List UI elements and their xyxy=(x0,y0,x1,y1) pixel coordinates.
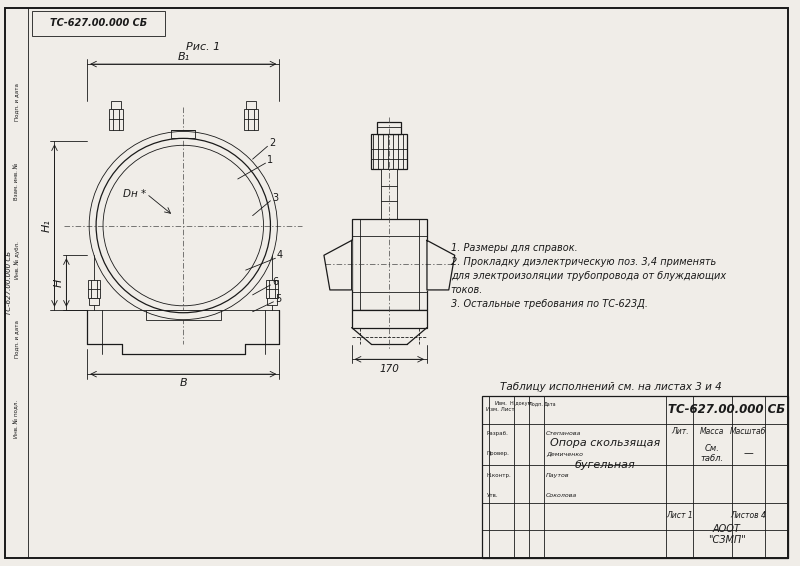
Text: Опора скользящая: Опора скользящая xyxy=(550,439,660,448)
Text: —: — xyxy=(743,448,753,458)
Text: 170: 170 xyxy=(379,364,399,374)
Text: Лист 1: Лист 1 xyxy=(666,511,693,520)
Text: Паутов: Паутов xyxy=(546,473,570,478)
Bar xyxy=(32,11,166,36)
Text: Таблицу исполнений см. на листах 3 и 4: Таблицу исполнений см. на листах 3 и 4 xyxy=(500,382,722,392)
Text: Лит.: Лит. xyxy=(670,427,689,436)
Text: для электроизоляции трубопровода от блуждающих: для электроизоляции трубопровода от блуж… xyxy=(450,271,726,281)
Text: Инв. № подл.: Инв. № подл. xyxy=(14,400,19,438)
Bar xyxy=(267,298,278,305)
Text: B: B xyxy=(179,378,187,388)
Text: ТС-627.00.000 СБ: ТС-627.00.000 СБ xyxy=(50,19,146,28)
Text: ТС-627.00.000 СБ: ТС-627.00.000 СБ xyxy=(668,404,786,417)
Bar xyxy=(352,310,427,328)
Text: 1. Размеры для справок.: 1. Размеры для справок. xyxy=(450,243,578,254)
Text: H₁: H₁ xyxy=(42,219,51,232)
Polygon shape xyxy=(427,241,454,290)
Text: Листов 4: Листов 4 xyxy=(730,511,766,520)
Bar xyxy=(352,218,427,310)
Text: Подп. и дата: Подп. и дата xyxy=(14,83,19,121)
Text: 2. Прокладку диэлектрическую поз. 3,4 применять: 2. Прокладку диэлектрическую поз. 3,4 пр… xyxy=(450,257,716,267)
Bar xyxy=(244,109,258,130)
Text: B₁: B₁ xyxy=(178,52,190,62)
Bar xyxy=(382,169,398,218)
Text: Утв.: Утв. xyxy=(486,492,498,498)
Text: АООТ
"СЗМП": АООТ "СЗМП" xyxy=(708,524,746,546)
Text: 4: 4 xyxy=(276,250,282,260)
Text: Подп.: Подп. xyxy=(529,401,543,406)
Text: H: H xyxy=(54,278,63,287)
Bar xyxy=(246,101,255,109)
Text: Dн *: Dн * xyxy=(123,189,146,199)
Bar xyxy=(482,396,787,559)
Text: 3. Остальные требования по ТС-623Д.: 3. Остальные требования по ТС-623Д. xyxy=(450,299,648,309)
Text: 6: 6 xyxy=(272,277,278,287)
Text: токов.: токов. xyxy=(450,285,483,295)
Text: Рис. 1: Рис. 1 xyxy=(186,42,220,52)
Text: Масса: Масса xyxy=(700,427,725,436)
Bar xyxy=(171,130,195,138)
Text: Дата: Дата xyxy=(543,401,556,406)
Bar xyxy=(109,109,123,130)
Text: Демиченко: Демиченко xyxy=(546,451,583,456)
Text: 5: 5 xyxy=(275,294,282,304)
Text: Взам. инв. №: Взам. инв. № xyxy=(14,162,19,200)
Text: Изм.: Изм. xyxy=(495,401,508,406)
Text: 3: 3 xyxy=(272,193,278,203)
Text: Степанова: Степанова xyxy=(546,431,582,436)
Text: Н докум.: Н докум. xyxy=(510,401,533,406)
Text: Масштаб: Масштаб xyxy=(730,427,766,436)
Bar xyxy=(378,122,402,134)
Text: Разраб.: Разраб. xyxy=(486,431,508,436)
Text: 1: 1 xyxy=(267,155,274,165)
Text: Изм. Лист: Изм. Лист xyxy=(486,408,515,412)
Text: ТС-627.00.000 СБ: ТС-627.00.000 СБ xyxy=(6,251,12,315)
Bar xyxy=(88,280,100,298)
Text: См.
табл.: См. табл. xyxy=(701,444,724,463)
Bar xyxy=(89,298,99,305)
Text: Провер.: Провер. xyxy=(486,451,510,456)
Text: 2: 2 xyxy=(270,138,275,148)
Bar xyxy=(111,101,121,109)
Polygon shape xyxy=(324,241,352,290)
Text: Н.контр.: Н.контр. xyxy=(486,473,511,478)
Bar xyxy=(266,280,278,298)
Bar xyxy=(146,310,221,320)
Text: бугельная: бугельная xyxy=(574,460,635,470)
Text: Подп. и дата: Подп. и дата xyxy=(14,320,19,358)
Text: Соколова: Соколова xyxy=(546,492,577,498)
Bar xyxy=(371,134,407,169)
Text: Инв. № дубл.: Инв. № дубл. xyxy=(14,241,20,279)
